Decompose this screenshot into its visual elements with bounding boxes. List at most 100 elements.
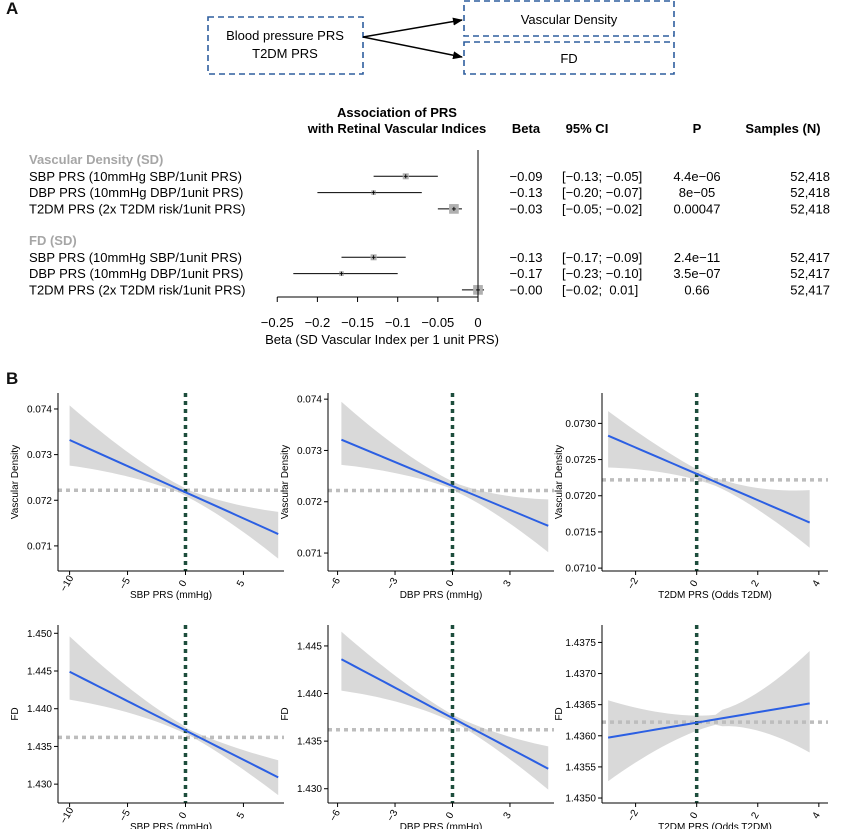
y-tick-label: 1.4355 — [565, 762, 596, 773]
y-tick-label: 1.4370 — [565, 669, 596, 680]
x-axis-label: SBP PRS (mmHg) — [130, 822, 212, 829]
fitted-line — [341, 438, 549, 527]
forest-beta-value: −0.13 — [510, 185, 543, 200]
x-tick-label: −5 — [118, 576, 133, 592]
forest-beta-value: −0.13 — [510, 250, 543, 265]
y-tick-label: 0.071 — [297, 549, 322, 560]
fitted-line — [69, 670, 279, 779]
x-tick-label: 0 — [444, 810, 457, 821]
source-label-2: T2DM PRS — [252, 46, 318, 61]
y-tick-label: 0.071 — [27, 541, 52, 552]
y-axis-label: FD — [10, 707, 21, 720]
forest-row-label: DBP PRS (10mmHg DBP/1unit PRS) — [29, 185, 243, 200]
forest-point-cross — [371, 190, 376, 195]
forest-group-label: FD (SD) — [29, 233, 77, 248]
forest-row-label: SBP PRS (10mmHg SBP/1unit PRS) — [29, 250, 242, 265]
y-tick-label: 1.435 — [27, 742, 52, 753]
fitted-line — [69, 439, 279, 535]
y-tick-label: 0.072 — [27, 496, 52, 507]
forest-x-tick-label: −0.25 — [261, 315, 294, 330]
forest-ci-value: [−0.02; 0.01] — [562, 282, 638, 297]
y-tick-label: 0.0710 — [565, 564, 596, 575]
forest-group-label: Vascular Density (SD) — [29, 152, 163, 167]
forest-n-value: 52,417 — [790, 282, 830, 297]
x-axis-label: DBP PRS (mmHg) — [400, 590, 483, 601]
target-label-fd: FD — [560, 51, 577, 66]
x-tick-label: −10 — [58, 805, 76, 826]
fitted-line — [607, 702, 810, 739]
forest-n-value: 52,418 — [790, 185, 830, 200]
x-tick-label: −3 — [385, 808, 400, 824]
forest-beta-value: −0.00 — [510, 282, 543, 297]
x-tick-label: −5 — [118, 808, 133, 824]
forest-p-value: 0.66 — [684, 282, 709, 297]
y-tick-label: 0.074 — [27, 404, 52, 415]
y-axis-label: FD — [554, 707, 565, 720]
x-axis-label: SBP PRS (mmHg) — [130, 590, 212, 601]
x-tick-label: 5 — [235, 578, 248, 589]
forest-x-tick-label: −0.2 — [305, 315, 331, 330]
forest-plot: Vascular Density (SD) SBP PRS (10mmHg SBP… — [29, 150, 830, 347]
forest-beta-value: −0.09 — [510, 169, 543, 184]
col-header-beta: Beta — [512, 121, 541, 136]
forest-ci-value: [−0.20; −0.07] — [562, 185, 642, 200]
forest-row-label: DBP PRS (10mmHg DBP/1unit PRS) — [29, 266, 243, 281]
y-axis-label: Vascular Density — [10, 445, 21, 519]
forest-point-cross — [339, 271, 344, 276]
smooth-plot-panel: 0.071 0.072 0.073 0.074 −10 −5 0 5 SBP PRS (mmHg… — [10, 393, 284, 601]
y-tick-label: 1.4375 — [565, 638, 596, 649]
arrow-to-fd — [362, 36, 463, 60]
x-axis-label: DBP PRS (mmHg) — [400, 822, 483, 829]
y-tick-label: 1.445 — [297, 641, 322, 652]
fitted-line — [340, 658, 549, 770]
confidence-band — [608, 651, 810, 782]
target-box-vascular-density — [463, 0, 675, 37]
x-tick-label: 2 — [749, 578, 762, 589]
y-tick-label: 0.0715 — [565, 527, 596, 538]
col-header-n: Samples (N) — [745, 121, 820, 136]
forest-x-tick-label: −0.05 — [421, 315, 454, 330]
y-tick-label: 1.450 — [27, 629, 52, 640]
smooth-plot-panel: 0.071 0.072 0.073 0.074 −6 −3 0 3 DBP PRS (mmHg)… — [280, 393, 554, 601]
forest-ci-value: [−0.13; −0.05] — [562, 169, 642, 184]
y-tick-label: 0.0725 — [565, 455, 596, 466]
forest-n-value: 52,418 — [790, 201, 830, 216]
forest-row-label: T2DM PRS (2x T2DM risk/1unit PRS) — [29, 201, 245, 216]
target-label-vascular-density: Vascular Density — [521, 12, 618, 27]
y-tick-label: 0.074 — [297, 395, 322, 406]
x-tick-label: 2 — [749, 810, 762, 821]
y-tick-label: 0.0720 — [565, 491, 596, 502]
y-axis-label: Vascular Density — [554, 445, 565, 519]
forest-x-tick-label: −0.1 — [385, 315, 411, 330]
confidence-band — [341, 631, 549, 790]
smooth-plot-panel: 1.4350 1.4355 1.4360 1.4365 1.4370 1.4375 −2 0 2… — [554, 625, 828, 829]
x-tick-label: −3 — [385, 576, 400, 592]
forest-n-value: 52,417 — [790, 266, 830, 281]
forest-p-value: 3.5e−07 — [673, 266, 720, 281]
smooth-plot-panel: 1.430 1.435 1.440 1.445 1.450 −10 −5 0 5 SBP PRS … — [10, 625, 284, 829]
x-tick-label: 0 — [688, 578, 701, 589]
source-label-1: Blood pressure PRS — [226, 28, 344, 43]
y-tick-label: 0.0730 — [565, 419, 596, 430]
smooth-plots: 0.071 0.072 0.073 0.074 −10 −5 0 5 SBP PRS (mmHg… — [10, 393, 828, 829]
forest-p-value: 4.4e−06 — [673, 169, 720, 184]
y-tick-label: 0.072 — [297, 497, 322, 508]
x-tick-label: 3 — [502, 578, 515, 589]
source-box — [207, 16, 364, 75]
forest-point-cross — [403, 174, 408, 179]
y-tick-label: 1.445 — [27, 667, 52, 678]
forest-ci-value: [−0.23; −0.10] — [562, 266, 642, 281]
forest-beta-value: −0.03 — [510, 201, 543, 216]
forest-title-line-2: with Retinal Vascular Indices — [307, 121, 486, 136]
forest-x-tick-label: 0 — [474, 315, 481, 330]
target-box-fd — [463, 41, 675, 75]
y-tick-label: 1.430 — [27, 780, 52, 791]
forest-ci-value: [−0.05; −0.02] — [562, 201, 642, 216]
forest-x-tick-label: −0.15 — [341, 315, 374, 330]
forest-beta-value: −0.17 — [510, 266, 543, 281]
panel-a-letter: A — [6, 0, 19, 18]
y-tick-label: 1.440 — [297, 689, 322, 700]
y-tick-label: 1.440 — [27, 704, 52, 715]
forest-x-axis-label: Beta (SD Vascular Index per 1 unit PRS) — [265, 332, 499, 347]
y-tick-label: 1.4360 — [565, 731, 596, 742]
